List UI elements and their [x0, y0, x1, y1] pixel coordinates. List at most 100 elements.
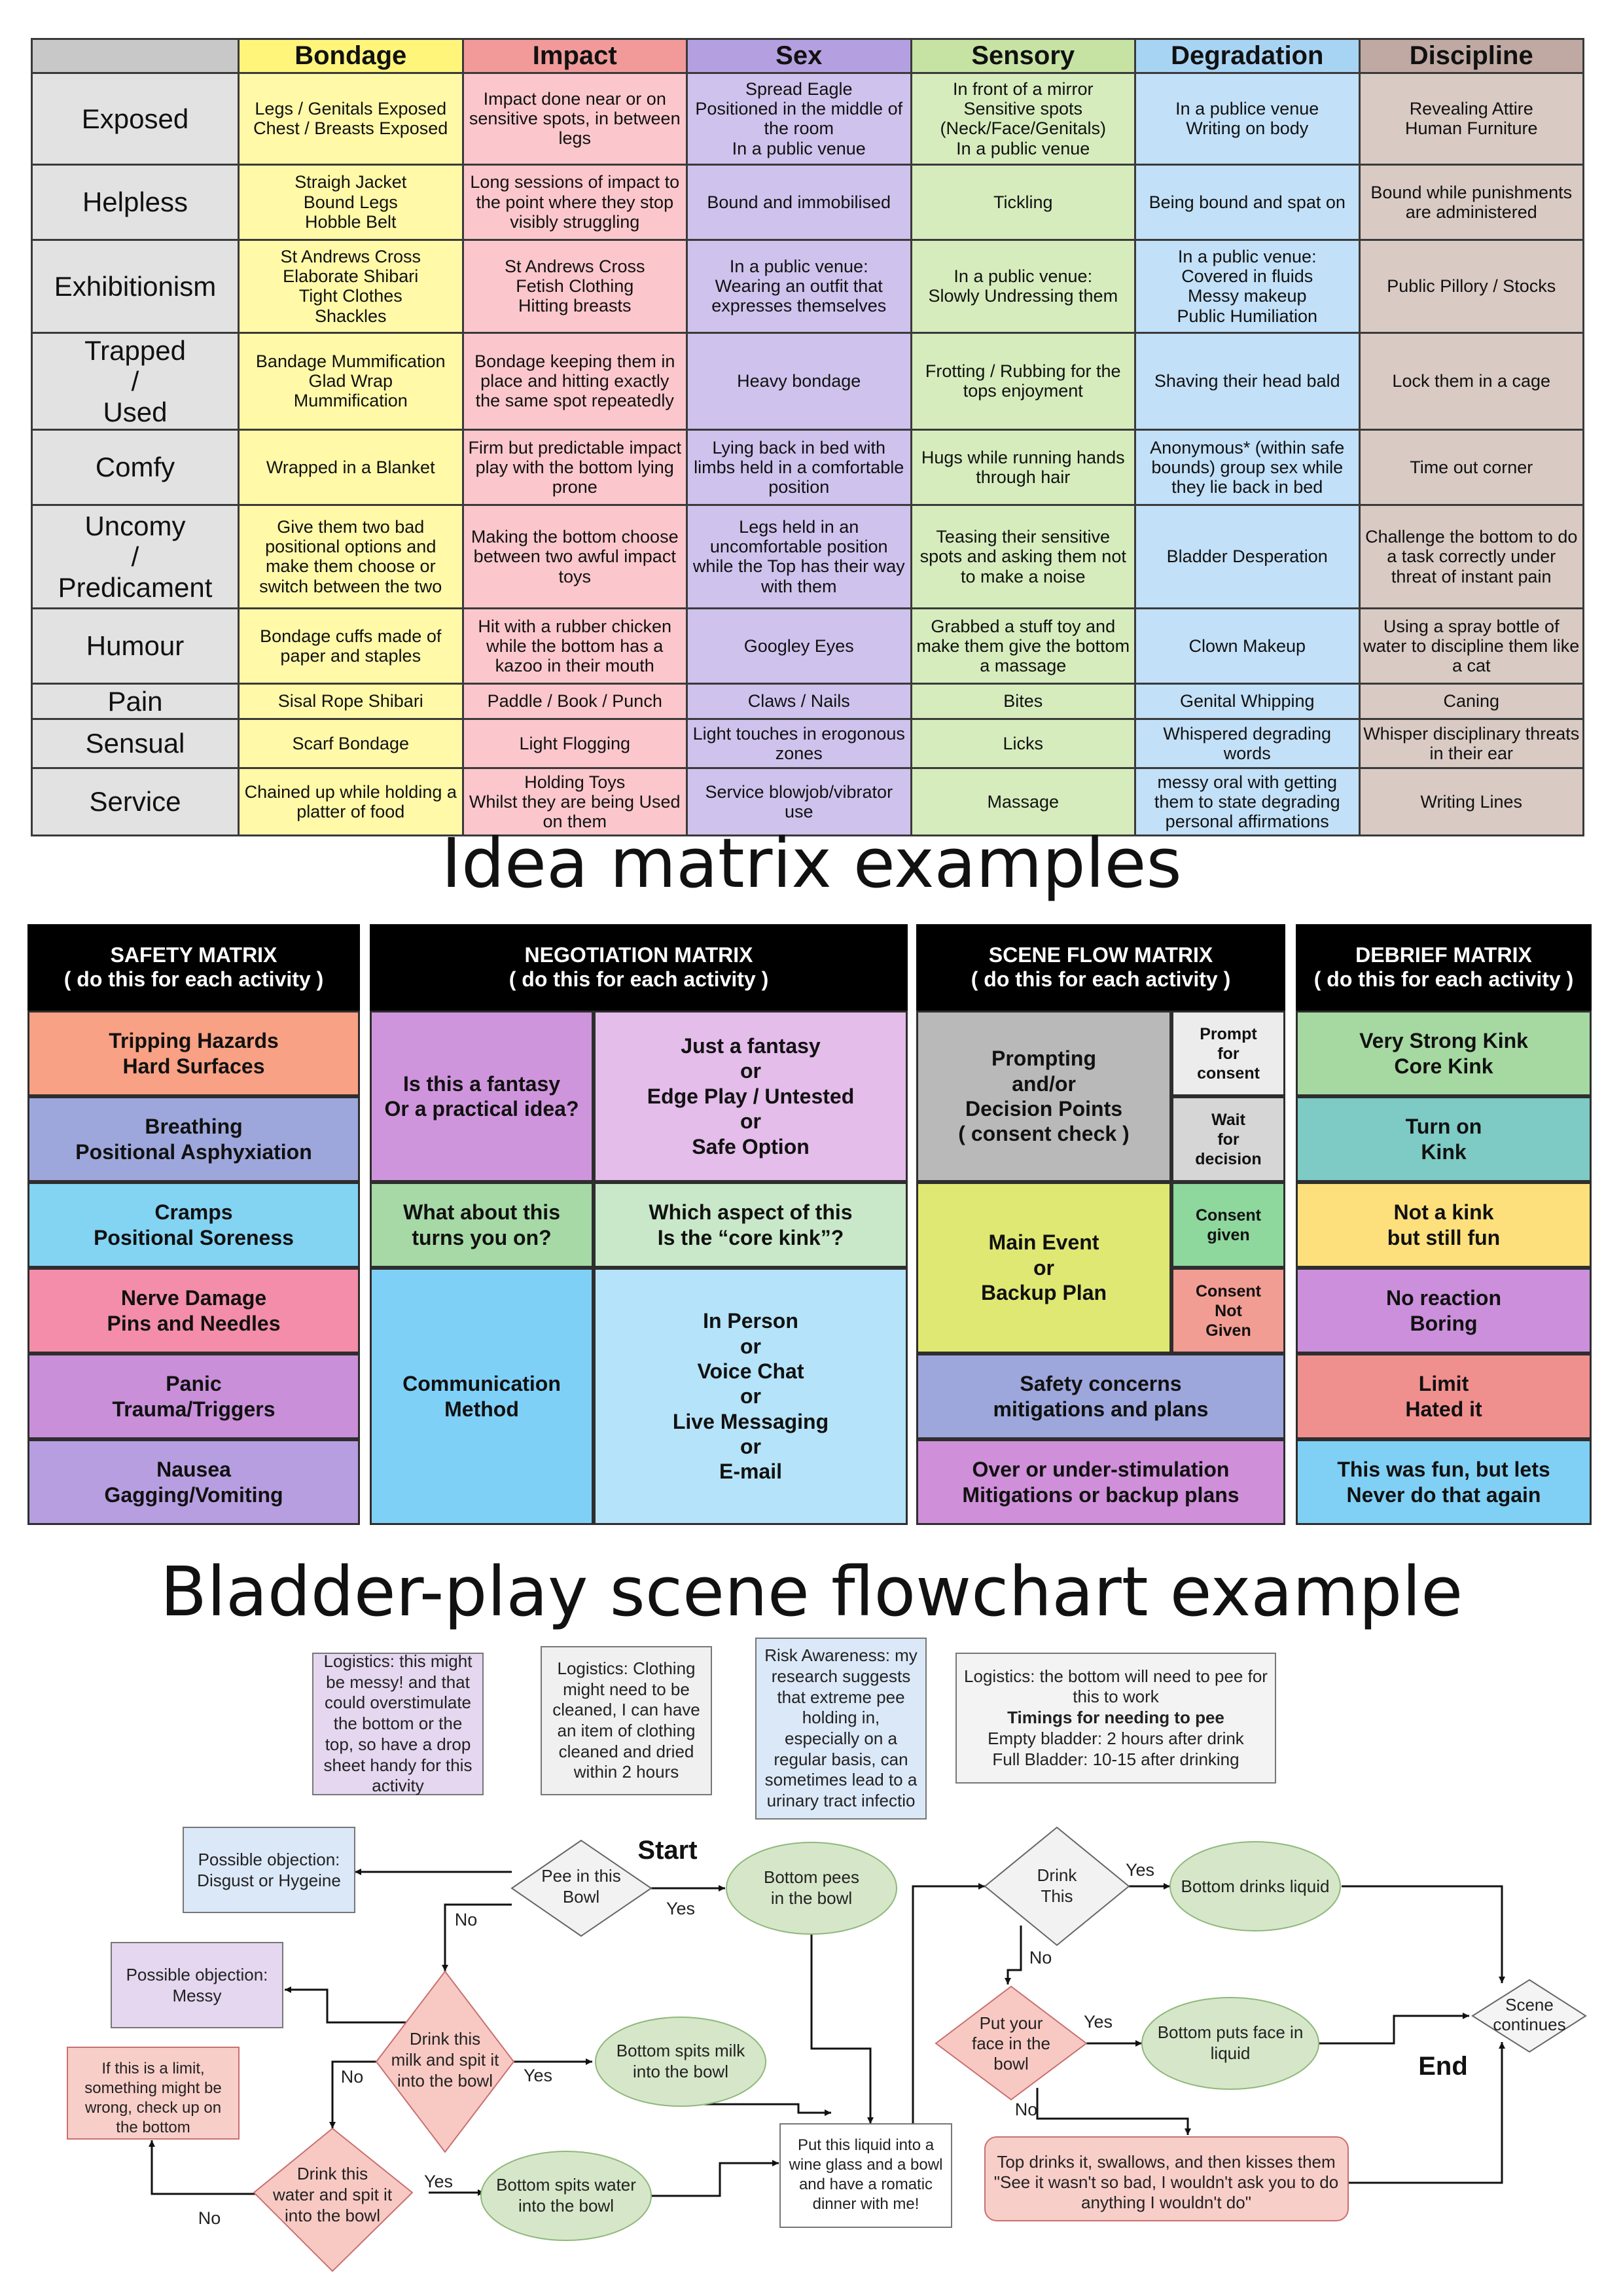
table-cell: Massage: [910, 766, 1136, 836]
timings-full: Full Bladder: 10-15 after drinking: [992, 1749, 1240, 1769]
safety-matrix-header: SAFETY MATRIX ( do this for each activit…: [27, 924, 360, 1011]
table-cell: Bites: [910, 682, 1136, 720]
table-cell: Bondage keeping them in place and hittin…: [461, 331, 688, 431]
negotiation-answer: Just a fantasy or Edge Play / Untested o…: [594, 1011, 908, 1182]
debrief-matrix-header: DEBRIEF MATRIX ( do this for each activi…: [1296, 924, 1592, 1011]
table-cell: Challenge the bottom to do a task correc…: [1358, 503, 1584, 609]
table-cell: Paddle / Book / Punch: [461, 682, 688, 720]
no-label: No: [198, 2208, 221, 2228]
row-header: Service: [31, 766, 240, 836]
milk-text: Drink this milk and spit it into the bowl: [391, 2029, 499, 2090]
table-cell: Genital Whipping: [1134, 682, 1361, 720]
arrow-face-to-top-drinks: [1036, 2088, 1191, 2135]
safety-item: Cramps Positional Soreness: [27, 1182, 360, 1268]
timings-logistics-note: Logistics: the bottom will need to pee f…: [955, 1653, 1276, 1784]
table-row: Exposed Legs / Genitals Exposed Chest / B…: [31, 71, 1584, 166]
table-cell: Light Flogging: [461, 717, 688, 769]
arrow-drink-to-face: [1005, 1926, 1022, 1984]
table-row: Exhibitionism St Andrews Cross Elaborate …: [31, 238, 1584, 334]
table-cell: Lock them in a cage: [1358, 331, 1584, 431]
table-cell: Light touches in erogonous zones: [686, 717, 912, 769]
table-header-row: Bondage Impact Sex Sensory Degradation D…: [31, 38, 1584, 74]
safety-concerns-cell: Safety concerns mitigations and plans: [916, 1354, 1285, 1439]
table-cell: In a public venue: Wearing an outfit tha…: [686, 238, 912, 334]
table-cell: St Andrews Cross Elaborate Shibari Tight…: [238, 238, 464, 334]
row-header: Uncomy / Predicament: [31, 503, 240, 609]
safety-item: Tripping Hazards Hard Surfaces: [27, 1011, 360, 1096]
row-header: Helpless: [31, 163, 240, 241]
table-corner-cell: [31, 38, 240, 74]
table-cell: Public Pillory / Stocks: [1358, 238, 1584, 334]
table-cell: Grabbed a stuff toy and make them give t…: [910, 607, 1136, 685]
table-cell: Legs held in an uncomfortable position w…: [686, 503, 912, 609]
scene-flow-matrix-header: SCENE FLOW MATRIX ( do this for each act…: [916, 924, 1285, 1011]
spits-milk-node: [595, 2017, 766, 2107]
prompt-for-consent-cell: Prompt for consent: [1171, 1011, 1285, 1096]
table-row: Service Chained up while holding a platte…: [31, 766, 1584, 836]
pee-bowl-decision: [510, 1839, 652, 1937]
table-cell: In a public venue: Slowly Undressing the…: [910, 238, 1136, 334]
table-cell: In a public venue: Covered in fluids Mes…: [1134, 238, 1361, 334]
row-header: Comfy: [31, 428, 240, 506]
table-cell: Shaving their head bald: [1134, 331, 1361, 431]
table-cell: Teasing their sensitive spots and asking…: [910, 503, 1136, 609]
table-row: Uncomy / Predicament Give them two bad po…: [31, 503, 1584, 609]
kink-idea-table: Bondage Impact Sex Sensory Degradation D…: [31, 38, 1584, 836]
table-cell: Lying back in bed with limbs held in a c…: [686, 428, 912, 506]
table-cell: Revealing Attire Human Furniture: [1358, 71, 1584, 166]
arrow-bottom-pees-to-wine: [810, 1928, 874, 2124]
row-header: Exhibitionism: [31, 238, 240, 334]
column-header-bondage: Bondage: [238, 38, 464, 74]
row-header: Trapped / Used: [31, 331, 240, 431]
drink-this-decision: [984, 1826, 1130, 1946]
main-event-cell: Main Event or Backup Plan: [916, 1182, 1171, 1354]
no-label: No: [341, 2067, 364, 2087]
debrief-item: This was fun, but lets Never do that aga…: [1296, 1439, 1592, 1525]
face-liquid-text: Bottom puts face in liquid: [1158, 2022, 1304, 2063]
arrow-water-to-limit: [149, 2140, 255, 2195]
scene-continues-text: Scene continues: [1493, 1995, 1565, 2034]
table-cell: Googley Eyes: [686, 607, 912, 685]
top-drinks-text: Top drinks it, swallows, and then kisses…: [994, 2152, 1338, 2212]
arrow-drinks-liquid-to-continues: [1342, 1885, 1505, 1983]
flowchart-title: Bladder-play scene flowchart example: [160, 1552, 1463, 1632]
safety-item: Nausea Gagging/Vomiting: [27, 1439, 360, 1525]
table-cell: Sisal Rope Shibari: [238, 682, 464, 720]
limit-note-box: [67, 2047, 240, 2140]
row-header: Pain: [31, 682, 240, 720]
arrow-pee-to-milk: [442, 1903, 512, 1971]
bottom-pees-node: [726, 1842, 897, 1935]
negotiation-answer: Which aspect of this Is the “core kink”?: [594, 1182, 908, 1268]
table-cell: Give them two bad positional options and…: [238, 503, 464, 609]
yes-label: Yes: [666, 1899, 695, 1918]
table-row: Sensual Scarf Bondage Light Flogging Light …: [31, 717, 1584, 769]
debrief-item: Very Strong Kink Core Kink: [1296, 1011, 1592, 1096]
no-label: No: [1015, 2100, 1038, 2119]
arrow-top-drinks-to-continues: [1348, 2042, 1505, 2184]
safety-matrix: SAFETY MATRIX ( do this for each activit…: [27, 924, 360, 1536]
face-bowl-text: Put your face in the bowl: [972, 2013, 1050, 2073]
table-cell: Scarf Bondage: [238, 717, 464, 769]
negotiation-matrix: NEGOTIATION MATRIX ( do this for each ac…: [370, 924, 908, 1536]
table-cell: St Andrews Cross Fetish Clothing Hitting…: [461, 238, 688, 334]
table-cell: Chained up while holding a platter of fo…: [238, 766, 464, 836]
table-cell: Claws / Nails: [686, 682, 912, 720]
water-text: Drink this water and spit it into the bowl: [272, 2164, 393, 2225]
table-cell: Spread Eagle Positioned in the middle of…: [686, 71, 912, 166]
top-drinks-box: [984, 2136, 1349, 2221]
row-header: Exposed: [31, 71, 240, 166]
table-cell: Straigh Jacket Bound Legs Hobble Belt: [238, 163, 464, 241]
table-cell: Bladder Desperation: [1134, 503, 1361, 609]
column-header-sensory: Sensory: [910, 38, 1136, 74]
table-cell: Time out corner: [1358, 428, 1584, 506]
table-cell: Bondage cuffs made of paper and staples: [238, 607, 464, 685]
row-header: Sensual: [31, 717, 240, 769]
table-cell: Long sessions of impact to the point whe…: [461, 163, 688, 241]
negotiation-answer: In Person or Voice Chat or Live Messagin…: [594, 1268, 908, 1525]
column-header-sex: Sex: [686, 38, 912, 74]
table-cell: Clown Makeup: [1134, 607, 1361, 685]
negotiation-question: What about this turns you on?: [370, 1182, 594, 1268]
drinks-liquid-node: [1169, 1841, 1341, 1931]
objection-messy-box: [111, 1942, 283, 2028]
table-cell: Tickling: [910, 163, 1136, 241]
